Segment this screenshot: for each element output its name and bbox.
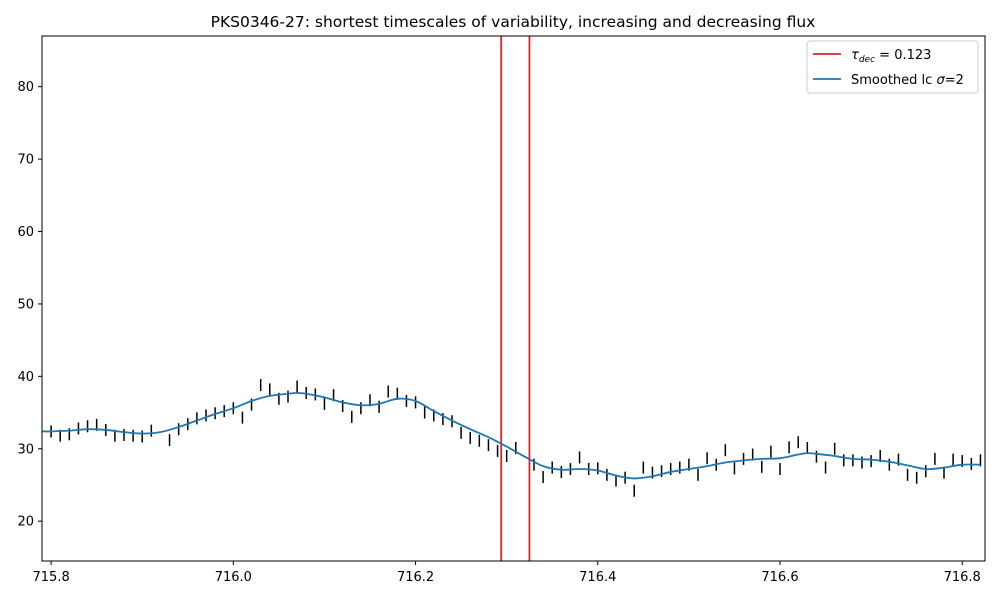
plot-area [42,36,982,561]
y-tick-label: 40 [17,370,34,385]
y-tick-label: 50 [17,297,34,312]
legend-box [806,40,979,94]
legend: τdec = 0.123 Smoothed lc σ=2 [806,40,979,94]
legend-smoothed-suffix: =2 [945,73,964,88]
tau-dec-lines [500,36,531,561]
legend-sigma-symbol: σ [936,73,945,88]
legend-tau-value: = 0.123 [875,48,931,63]
legend-label-smoothed: Smoothed lc σ=2 [851,73,964,88]
x-tick-label: 716.0 [215,570,252,585]
x-tick-label: 715.8 [33,570,70,585]
smoothed-series [42,392,981,480]
y-tick-label: 30 [17,442,34,457]
x-axis: 715.8 716.0 716.2 716.4 716.6 716.8 [33,561,981,585]
legend-label-tau-dec: τdec = 0.123 [851,48,931,65]
legend-tau-subscript: dec [859,55,875,65]
y-tick-label: 60 [17,225,34,240]
y-axis: 20 30 40 50 60 70 80 [17,80,42,530]
x-tick-label: 716.2 [397,570,434,585]
x-tick-label: 716.6 [761,570,798,585]
y-tick-label: 80 [17,80,34,95]
legend-tau-symbol: τ [851,48,859,63]
y-tick-label: 70 [17,153,34,168]
legend-smoothed-prefix: Smoothed lc [851,73,936,88]
chart-title: PKS0346-27: shortest timescales of varia… [211,13,816,31]
smoothed-line [42,392,981,480]
axes-frame [41,35,986,562]
x-tick-label: 716.8 [944,570,981,585]
x-tick-label: 716.4 [579,570,616,585]
y-tick-label: 20 [17,515,34,530]
